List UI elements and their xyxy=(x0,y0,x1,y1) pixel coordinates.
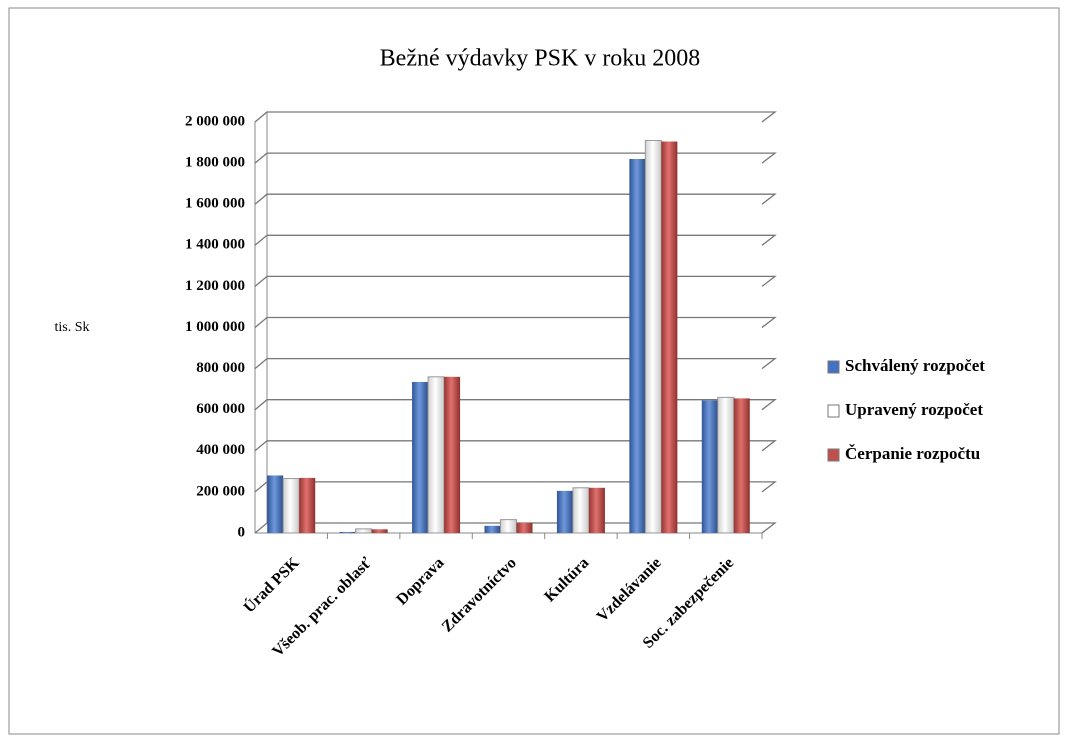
bar xyxy=(661,141,678,533)
bar xyxy=(412,381,429,533)
grid-line xyxy=(254,399,777,411)
y-tick-label: 1 000 000 xyxy=(185,319,245,335)
y-tick-label: 1 200 000 xyxy=(185,278,245,294)
bar xyxy=(572,487,590,534)
grid-line xyxy=(254,357,777,370)
legend-swatch xyxy=(827,360,840,374)
grid-line xyxy=(254,275,777,287)
grid-line xyxy=(254,234,777,246)
bars xyxy=(267,139,750,534)
bar xyxy=(444,376,461,533)
grid-line xyxy=(254,193,777,205)
bar xyxy=(299,477,316,533)
bar xyxy=(516,522,533,533)
legend-label: Čerpanie rozpočtu xyxy=(845,444,980,463)
y-tick-label: 1 400 000 xyxy=(185,237,245,253)
y-axis-label: tis. Sk xyxy=(54,320,89,335)
chart-frame xyxy=(8,7,1060,735)
bar xyxy=(629,158,646,534)
legend: Schválený rozpočet Upravený rozpočet Čerpa… xyxy=(827,356,985,463)
y-tick-label: 0 xyxy=(238,524,246,540)
grid-line xyxy=(254,481,777,493)
bar xyxy=(588,487,605,533)
y-tick-label: 200 000 xyxy=(196,483,245,499)
y-tick-label: 2 000 000 xyxy=(185,113,245,129)
legend-label: Upravený rozpočet xyxy=(845,400,983,419)
bar xyxy=(484,525,501,533)
y-tick-label: 1 600 000 xyxy=(185,196,245,212)
legend-swatch xyxy=(827,404,840,418)
bar xyxy=(556,490,573,533)
chart-title: Bežné výdavky PSK v roku 2008 xyxy=(380,46,701,72)
bar xyxy=(339,531,356,533)
grid-line xyxy=(254,111,777,123)
bar xyxy=(427,376,445,534)
bar xyxy=(500,519,517,534)
bar xyxy=(644,139,662,534)
bar xyxy=(267,475,284,533)
y-tick-label: 400 000 xyxy=(196,442,245,458)
legend-swatch xyxy=(827,448,840,462)
grid-line xyxy=(254,316,777,329)
grid-line xyxy=(254,152,777,164)
y-tick-label: 600 000 xyxy=(196,401,245,417)
bar xyxy=(701,400,718,533)
grid-line xyxy=(254,440,777,452)
bar xyxy=(717,396,735,534)
y-tick-label: 1 800 000 xyxy=(185,155,245,171)
bar xyxy=(371,529,388,533)
bar xyxy=(355,528,373,534)
y-tick-label: 800 000 xyxy=(196,360,245,376)
grid: 0 200 000 400 000 600 000 800 000 1 000 000 1 … xyxy=(185,110,777,540)
legend-label: Schválený rozpočet xyxy=(845,356,985,375)
bar xyxy=(733,398,750,533)
bar xyxy=(282,478,300,534)
